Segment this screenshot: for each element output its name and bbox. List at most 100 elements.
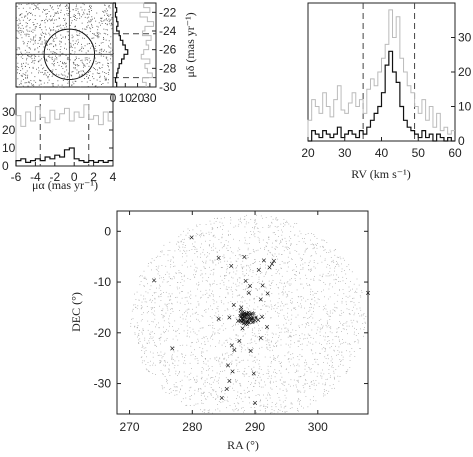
sky-field-point — [289, 251, 291, 253]
pm-star-point — [84, 64, 86, 66]
sky-field-point — [227, 245, 229, 246]
sky-field-point — [198, 281, 200, 283]
sky-field-point — [184, 363, 186, 365]
sky-field-point — [232, 277, 234, 279]
pm-star-point — [57, 62, 59, 63]
sky-field-point — [301, 296, 303, 297]
sky-field-point — [217, 251, 218, 253]
pm-star-point — [58, 55, 60, 57]
pm-star-point — [89, 11, 90, 13]
sky-core-member-marker: × — [244, 313, 248, 320]
sky-field-point — [264, 290, 265, 292]
pm-star-point — [89, 27, 91, 29]
sky-field-point — [294, 274, 296, 275]
sky-field-point — [251, 382, 252, 384]
pm-star-point — [101, 48, 103, 50]
sky-field-point — [326, 320, 328, 322]
pm-star-point — [51, 43, 53, 45]
sky-field-point — [207, 252, 208, 253]
sky-field-point — [145, 277, 147, 279]
sky-field-point — [237, 301, 238, 303]
sky-field-point — [239, 340, 240, 342]
sky-field-point — [224, 245, 225, 247]
sky-field-point — [239, 385, 241, 386]
sky-field-point — [207, 340, 209, 342]
sky-field-point — [227, 230, 229, 232]
sky-field-point — [265, 313, 266, 315]
sky-field-point — [203, 409, 205, 411]
sky-field-point — [287, 312, 288, 314]
pm-star-point — [44, 10, 45, 11]
sky-field-point — [331, 261, 332, 263]
mua-field-histogram — [15, 104, 113, 166]
sky-field-point — [280, 241, 282, 243]
pm-star-point — [18, 26, 20, 28]
sky-field-point — [182, 291, 183, 292]
sky-field-point — [337, 294, 339, 296]
sky-field-point — [289, 279, 291, 281]
sky-field-point — [259, 372, 260, 374]
sky-field-point — [238, 403, 240, 405]
pm-star-point — [38, 55, 40, 57]
sky-field-point — [264, 356, 266, 358]
sky-field-point — [225, 275, 227, 277]
sky-field-point — [217, 306, 219, 307]
sky-field-point — [286, 293, 288, 295]
sky-field-point — [330, 375, 331, 377]
sky-field-point — [216, 372, 218, 374]
pm-star-point — [73, 44, 74, 46]
pm-star-point — [17, 38, 19, 39]
sky-field-point — [299, 230, 301, 232]
sky-field-point — [334, 293, 336, 294]
sky-field-point — [336, 328, 338, 330]
sky-field-point — [325, 304, 327, 306]
sky-ytick-label: -30 — [94, 377, 112, 391]
sky-field-point — [312, 243, 313, 245]
pm-star-point — [68, 34, 69, 36]
sky-field-point — [236, 261, 238, 262]
sky-field-point — [289, 336, 291, 337]
sky-field-point — [290, 322, 292, 324]
sky-field-point — [283, 292, 285, 294]
sky-field-point — [188, 302, 189, 304]
pm-star-point — [37, 51, 39, 53]
sky-frame — [116, 210, 369, 415]
sky-field-point — [249, 267, 251, 269]
sky-field-point — [138, 299, 140, 301]
sky-field-point — [152, 373, 154, 374]
pm-star-point — [99, 72, 101, 74]
sky-field-point — [319, 352, 320, 354]
pm-star-point — [44, 20, 45, 22]
sky-field-point — [196, 375, 198, 377]
sky-field-point — [276, 345, 278, 346]
sky-field-point — [217, 359, 219, 361]
sky-field-point — [134, 332, 136, 334]
pm-star-point — [33, 62, 35, 64]
pm-star-point — [88, 20, 90, 22]
sky-field-point — [322, 239, 324, 241]
sky-field-point — [233, 324, 234, 326]
pm-star-point — [91, 10, 92, 11]
sky-field-point — [295, 334, 297, 336]
sky-field-point — [281, 238, 283, 240]
pm-star-point — [20, 31, 22, 33]
pm-star-point — [34, 76, 36, 78]
sky-field-point — [179, 272, 181, 274]
sky-field-point — [235, 260, 237, 262]
sky-field-point — [197, 314, 199, 315]
sky-field-point — [246, 257, 248, 259]
pm-star-point — [89, 30, 91, 32]
sky-field-point — [265, 287, 267, 289]
pm-star-point — [89, 4, 91, 6]
sky-field-point — [194, 379, 195, 380]
sky-field-point — [147, 320, 149, 322]
sky-field-point — [297, 410, 298, 411]
pm-star-point — [57, 80, 59, 82]
sky-field-point — [314, 276, 315, 277]
sky-field-point — [270, 366, 272, 367]
sky-field-point — [160, 296, 162, 297]
sky-field-point — [184, 304, 186, 305]
sky-core-member-marker: × — [244, 311, 248, 318]
sky-field-point — [287, 247, 289, 248]
mud-ytick-label: -22 — [159, 5, 177, 19]
